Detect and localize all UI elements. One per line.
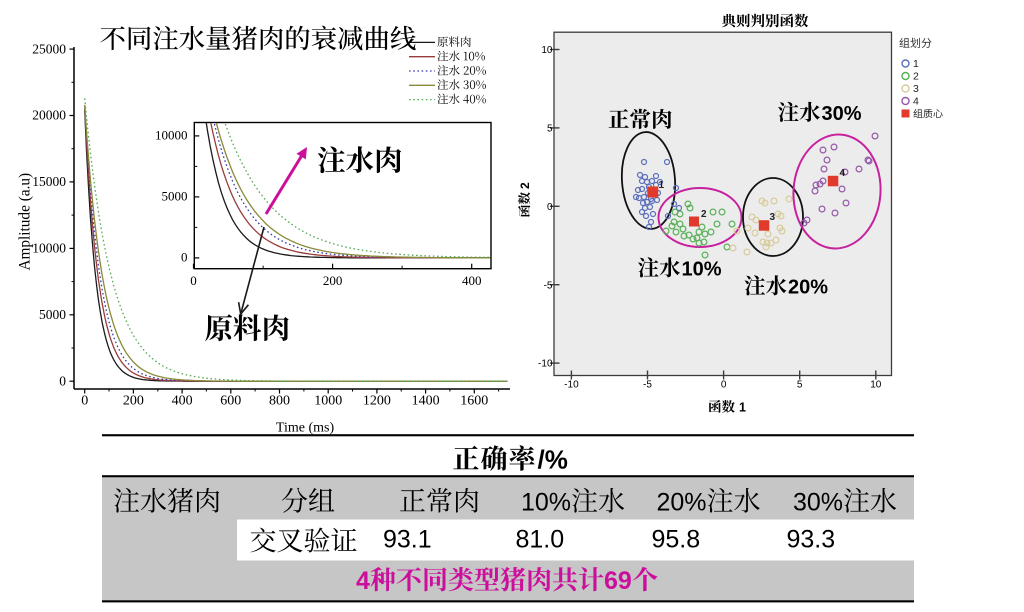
svg-text:-10: -10 [564,380,579,391]
svg-text:81.0: 81.0 [516,525,565,553]
svg-text:200: 200 [323,273,343,288]
svg-text:0: 0 [59,373,66,388]
svg-text:3: 3 [913,83,919,95]
svg-text:2: 2 [913,71,919,83]
svg-text:25000: 25000 [32,41,66,56]
svg-text:5: 5 [547,124,553,135]
svg-text:1600: 1600 [460,394,488,409]
svg-text:20%: 20% [788,277,828,299]
svg-text:0: 0 [721,380,727,391]
svg-text:10000: 10000 [32,241,66,256]
svg-text:93.3: 93.3 [787,525,836,553]
svg-text:20%: 20% [657,489,707,517]
svg-text:93.1: 93.1 [383,525,432,553]
svg-text:69: 69 [604,567,632,595]
svg-text:0: 0 [81,394,88,409]
svg-text:1400: 1400 [412,394,440,409]
svg-text:400: 400 [462,273,482,288]
svg-text:4: 4 [356,567,370,595]
svg-text:3: 3 [770,212,776,223]
svg-text:400: 400 [172,394,193,409]
svg-text:1: 1 [913,58,919,70]
svg-text:2: 2 [518,182,532,189]
svg-text:/%: /% [538,444,568,474]
svg-text:1: 1 [739,401,746,415]
svg-text:600: 600 [220,394,241,409]
svg-text:10: 10 [870,380,882,391]
svg-text:-5: -5 [643,380,652,391]
svg-text:-5: -5 [544,280,553,291]
svg-text:5000: 5000 [39,307,66,322]
svg-text:20000: 20000 [32,108,66,123]
svg-text:95.8: 95.8 [652,525,701,553]
svg-text:5: 5 [797,380,803,391]
svg-text:200: 200 [123,394,144,409]
svg-text:10: 10 [541,45,553,56]
svg-text:2: 2 [701,209,707,220]
svg-text:1000: 1000 [314,394,342,409]
svg-text:4: 4 [913,96,919,108]
svg-text:1200: 1200 [363,394,391,409]
svg-text:4: 4 [840,168,846,179]
svg-text:30%: 30% [822,103,862,125]
svg-text:15000: 15000 [32,174,66,189]
svg-text:0: 0 [181,250,188,265]
svg-text:800: 800 [269,394,290,409]
svg-text:Amplitude (a.u): Amplitude (a.u) [16,173,33,271]
svg-text:-10: -10 [538,359,553,370]
svg-text:0: 0 [190,273,197,288]
svg-text:10000: 10000 [155,128,188,143]
svg-text:Time (ms): Time (ms) [276,421,335,436]
svg-text:5000: 5000 [162,189,188,204]
svg-text:30%: 30% [793,489,843,517]
svg-text:10%: 10% [682,259,722,281]
svg-text:0: 0 [547,202,553,213]
svg-text:10%: 10% [521,489,571,517]
svg-text:1: 1 [659,180,665,191]
